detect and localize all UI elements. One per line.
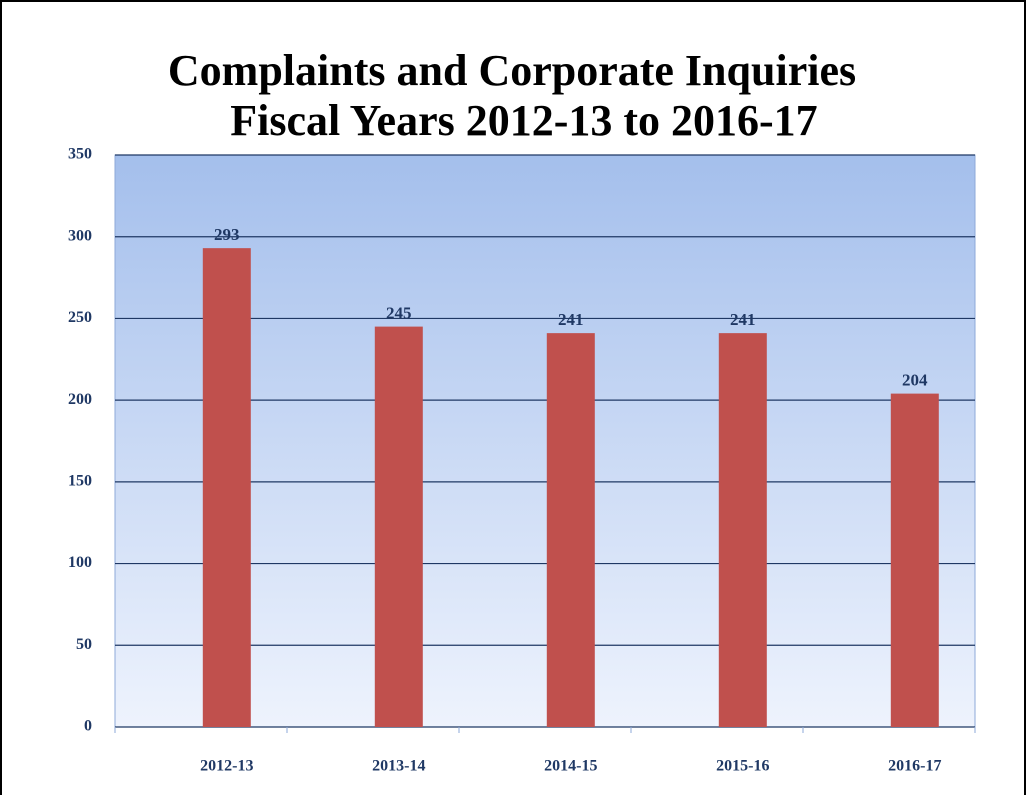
x-tick-label: 2015-16	[716, 758, 769, 775]
y-tick-label: 250	[68, 309, 92, 326]
bar	[546, 333, 595, 727]
data-label: 245	[386, 304, 412, 323]
bar	[374, 326, 423, 727]
y-tick-label: 50	[76, 636, 92, 653]
data-label: 241	[730, 310, 756, 329]
y-tick-label: 350	[68, 146, 92, 163]
data-label: 241	[558, 310, 584, 329]
x-tick-label: 2012-13	[200, 758, 253, 775]
bar	[890, 393, 939, 727]
data-label: 204	[902, 371, 928, 390]
y-tick-label: 100	[68, 554, 92, 571]
y-tick-label: 200	[68, 391, 92, 408]
chart-title: Complaints and Corporate Inquiries	[168, 46, 856, 95]
bar	[202, 248, 251, 727]
y-tick-label: 0	[84, 718, 92, 735]
y-tick-label: 300	[68, 227, 92, 244]
x-tick-label: 2013-14	[372, 758, 425, 775]
chart-subtitle: Fiscal Years 2012-13 to 2016-17	[230, 96, 817, 145]
x-tick-label: 2014-15	[544, 758, 597, 775]
bar	[718, 333, 767, 727]
y-tick-label: 150	[68, 473, 92, 490]
x-tick-label: 2016-17	[888, 758, 941, 775]
data-label: 293	[214, 225, 240, 244]
